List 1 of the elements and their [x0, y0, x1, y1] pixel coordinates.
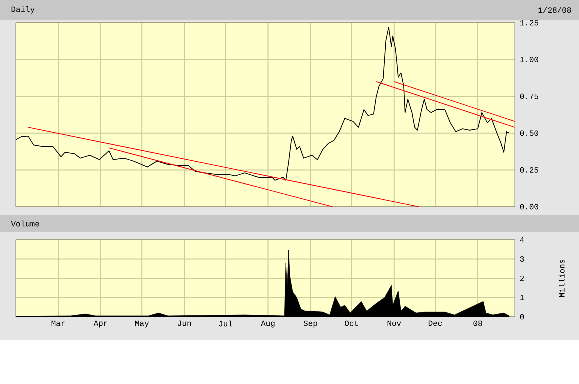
line-series: [16, 27, 510, 181]
